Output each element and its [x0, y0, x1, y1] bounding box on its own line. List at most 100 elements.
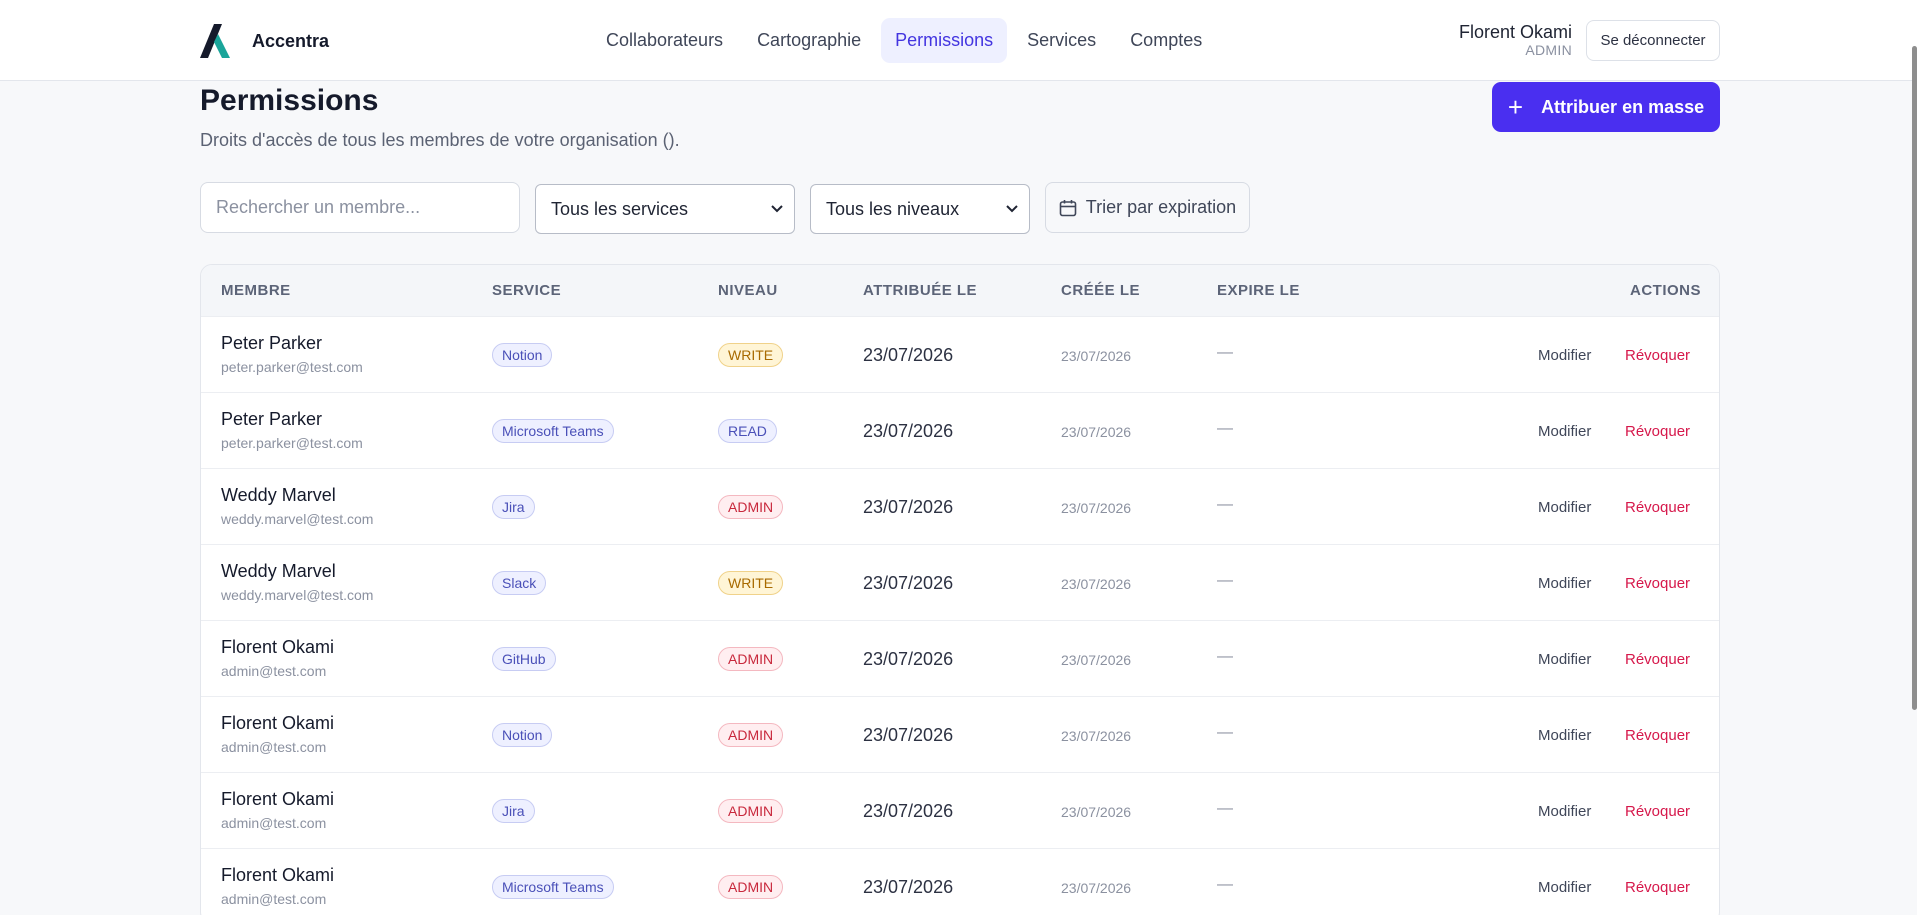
expiry-date: — — [1217, 344, 1233, 361]
service-badge: Jira — [492, 495, 535, 519]
table-header: MEMBRE SERVICE NIVEAU ATTRIBUÉE LE CRÉÉE… — [201, 265, 1719, 316]
table-row: Florent Okami admin@test.com Notion ADMIN 23… — [201, 696, 1719, 772]
assigned-date: 23/07/2026 — [863, 801, 954, 821]
member-email: admin@test.com — [221, 663, 327, 679]
edit-link[interactable]: Modifier — [1538, 879, 1592, 896]
nav-item-services[interactable]: Services — [1027, 30, 1097, 50]
level-badge: ADMIN — [718, 647, 784, 671]
member-email: weddy.marvel@test.com — [221, 587, 374, 603]
member-name: Peter Parker — [221, 333, 323, 353]
service-select[interactable]: Tous les services — [535, 184, 795, 234]
service-badge: Microsoft Teams — [492, 875, 614, 899]
bulk-assign-label: Attribuer en masse — [1541, 96, 1705, 117]
member-name: Weddy Marvel — [221, 485, 336, 505]
page-scrollbar[interactable] — [1912, 46, 1917, 710]
service-cell: Microsoft Teams — [492, 875, 614, 899]
level-badge: ADMIN — [718, 875, 784, 899]
nav-item-comptes[interactable]: Comptes — [1130, 30, 1203, 50]
created-date: 23/07/2026 — [1061, 804, 1132, 820]
service-cell: Slack — [492, 571, 547, 595]
user-role: ADMIN — [1525, 42, 1572, 58]
brand-name: Accentra — [252, 30, 330, 51]
member-email: peter.parker@test.com — [221, 359, 363, 375]
level-badge: READ — [718, 419, 777, 443]
table-row: Florent Okami admin@test.com Microsoft Tea… — [201, 848, 1719, 915]
level-select-value: Tous les niveaux — [826, 198, 960, 219]
revoke-link[interactable]: Révoquer — [1625, 803, 1691, 820]
column-header-membre: MEMBRE — [221, 282, 291, 299]
page-subtitle: Droits d'accès de tous les membres de vo… — [200, 130, 680, 150]
chevron-down-icon — [771, 205, 783, 213]
expiry-date: — — [1217, 724, 1233, 741]
table-row: Weddy Marvel weddy.marvel@test.com Jira ADM… — [201, 468, 1719, 544]
table-row: Florent Okami admin@test.com Jira ADMIN 23/0… — [201, 772, 1719, 848]
assigned-date: 23/07/2026 — [863, 649, 954, 669]
revoke-link[interactable]: Révoquer — [1625, 651, 1691, 668]
sort-by-expiration-button[interactable]: Trier par expiration — [1045, 182, 1250, 233]
level-cell: ADMIN — [718, 875, 784, 899]
service-cell: Jira — [492, 799, 535, 823]
level-cell: READ — [718, 419, 777, 443]
revoke-link[interactable]: Révoquer — [1625, 879, 1691, 896]
service-cell: GitHub — [492, 647, 556, 671]
search-input[interactable] — [200, 182, 520, 233]
nav-item-permissions[interactable]: Permissions — [881, 18, 1008, 63]
created-date: 23/07/2026 — [1061, 500, 1132, 516]
main-nav: Collaborateurs Cartographie Permissions … — [592, 18, 1222, 63]
edit-link[interactable]: Modifier — [1538, 347, 1592, 364]
brand-logo-icon — [200, 24, 230, 58]
revoke-link[interactable]: Révoquer — [1625, 575, 1691, 592]
service-cell: Notion — [492, 723, 553, 747]
service-badge: Slack — [492, 571, 547, 595]
top-bar: Accentra Collaborateurs Cartographie Per… — [0, 0, 1917, 81]
permissions-table: MEMBRE SERVICE NIVEAU ATTRIBUÉE LE CRÉÉE… — [200, 264, 1720, 915]
member-name: Florent Okami — [221, 713, 335, 733]
edit-link[interactable]: Modifier — [1538, 651, 1592, 668]
expiry-date: — — [1217, 800, 1233, 817]
level-badge: ADMIN — [718, 799, 784, 823]
revoke-link[interactable]: Révoquer — [1625, 347, 1691, 364]
edit-link[interactable]: Modifier — [1538, 423, 1592, 440]
assigned-date: 23/07/2026 — [863, 573, 954, 593]
service-badge: Notion — [492, 343, 553, 367]
member-email: admin@test.com — [221, 739, 327, 755]
edit-link[interactable]: Modifier — [1538, 803, 1592, 820]
expiry-date: — — [1217, 876, 1233, 893]
level-cell: WRITE — [718, 343, 784, 367]
nav-item-cartographie[interactable]: Cartographie — [757, 30, 862, 50]
level-cell: ADMIN — [718, 799, 784, 823]
level-cell: ADMIN — [718, 495, 784, 519]
member-name: Peter Parker — [221, 409, 323, 429]
assigned-date: 23/07/2026 — [863, 421, 954, 441]
assigned-date: 23/07/2026 — [863, 877, 954, 897]
revoke-link[interactable]: Révoquer — [1625, 727, 1691, 744]
member-name: Weddy Marvel — [221, 561, 336, 581]
service-badge: Microsoft Teams — [492, 419, 614, 443]
column-header-expire-le: EXPIRE LE — [1217, 282, 1300, 299]
table-row: Peter Parker peter.parker@test.com Microso… — [201, 392, 1719, 468]
created-date: 23/07/2026 — [1061, 348, 1132, 364]
column-header-attribuee-le: ATTRIBUÉE LE — [863, 282, 978, 299]
member-name: Florent Okami — [221, 789, 335, 809]
created-date: 23/07/2026 — [1061, 576, 1132, 592]
current-user: Florent Okami ADMIN — [1459, 22, 1572, 58]
service-cell: Notion — [492, 343, 553, 367]
level-select[interactable]: Tous les niveaux — [810, 184, 1030, 234]
edit-link[interactable]: Modifier — [1538, 575, 1592, 592]
revoke-link[interactable]: Révoquer — [1625, 423, 1691, 440]
edit-link[interactable]: Modifier — [1538, 499, 1592, 516]
level-badge: WRITE — [718, 571, 784, 595]
nav-item-collaborateurs[interactable]: Collaborateurs — [606, 30, 724, 50]
assigned-date: 23/07/2026 — [863, 725, 954, 745]
column-header-niveau: NIVEAU — [718, 282, 778, 299]
brand[interactable]: Accentra — [200, 24, 329, 58]
member-name: Florent Okami — [221, 865, 335, 885]
level-cell: ADMIN — [718, 723, 784, 747]
edit-link[interactable]: Modifier — [1538, 727, 1592, 744]
bulk-assign-button[interactable]: + Attribuer en masse — [1492, 82, 1720, 132]
logout-button[interactable]: Se déconnecter — [1586, 20, 1720, 61]
expiry-date: — — [1217, 420, 1233, 437]
table-row: Weddy Marvel weddy.marvel@test.com Slack WR… — [201, 544, 1719, 620]
revoke-link[interactable]: Révoquer — [1625, 499, 1691, 516]
calendar-icon — [1059, 199, 1077, 216]
